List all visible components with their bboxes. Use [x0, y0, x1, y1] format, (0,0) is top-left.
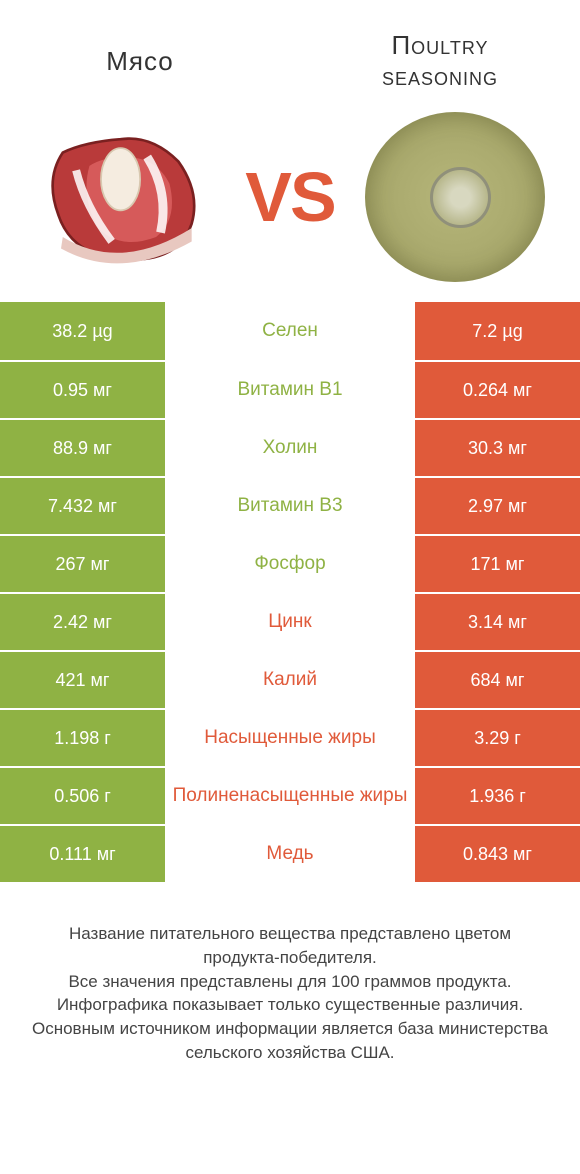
- right-value: 3.29 г: [415, 710, 580, 766]
- nutrient-name: Селен: [165, 302, 415, 360]
- left-value: 88.9 мг: [0, 420, 165, 476]
- nutrient-name: Медь: [165, 826, 415, 882]
- left-value: 38.2 µg: [0, 302, 165, 360]
- left-value: 0.95 мг: [0, 362, 165, 418]
- comparison-table: 38.2 µgСелен7.2 µg0.95 мгВитамин B10.264…: [0, 302, 580, 882]
- nutrient-name: Витамин B3: [165, 478, 415, 534]
- right-value: 684 мг: [415, 652, 580, 708]
- images-row: VS: [0, 102, 580, 302]
- right-value: 0.843 мг: [415, 826, 580, 882]
- left-value: 421 мг: [0, 652, 165, 708]
- meat-icon: [30, 107, 220, 287]
- right-value: 0.264 мг: [415, 362, 580, 418]
- nutrient-name: Насыщенные жиры: [165, 710, 415, 766]
- vs-label: VS: [245, 157, 334, 237]
- table-row: 88.9 мгХолин30.3 мг: [0, 418, 580, 476]
- table-row: 0.111 мгМедь0.843 мг: [0, 824, 580, 882]
- footer-line: Название питательного вещества представл…: [30, 922, 550, 970]
- nutrient-name: Калий: [165, 652, 415, 708]
- table-row: 0.506 гПолиненасыщенные жиры1.936 г: [0, 766, 580, 824]
- right-product-title: Пoultry seasoning: [340, 30, 540, 92]
- left-value: 0.111 мг: [0, 826, 165, 882]
- table-row: 421 мгКалий684 мг: [0, 650, 580, 708]
- footer-line: Все значения представлены для 100 граммо…: [30, 970, 550, 994]
- table-row: 7.432 мгВитамин B32.97 мг: [0, 476, 580, 534]
- nutrient-name: Холин: [165, 420, 415, 476]
- left-product-title: Мясо: [40, 46, 240, 77]
- header: Мясо Пoultry seasoning: [0, 0, 580, 102]
- table-row: 2.42 мгЦинк3.14 мг: [0, 592, 580, 650]
- left-value: 2.42 мг: [0, 594, 165, 650]
- right-value: 1.936 г: [415, 768, 580, 824]
- nutrient-name: Фосфор: [165, 536, 415, 592]
- right-value: 3.14 мг: [415, 594, 580, 650]
- nutrient-name: Полиненасыщенные жиры: [165, 768, 415, 824]
- footer-line: Основным источником информации является …: [30, 1017, 550, 1065]
- footer-notes: Название питательного вещества представл…: [0, 882, 580, 1065]
- left-value: 7.432 мг: [0, 478, 165, 534]
- footer-line: Инфографика показывает только существенн…: [30, 993, 550, 1017]
- right-value: 2.97 мг: [415, 478, 580, 534]
- right-value: 30.3 мг: [415, 420, 580, 476]
- nutrient-name: Цинк: [165, 594, 415, 650]
- seasoning-icon: [360, 107, 550, 287]
- table-row: 38.2 µgСелен7.2 µg: [0, 302, 580, 360]
- right-value: 7.2 µg: [415, 302, 580, 360]
- nutrient-name: Витамин B1: [165, 362, 415, 418]
- left-value: 267 мг: [0, 536, 165, 592]
- table-row: 1.198 гНасыщенные жиры3.29 г: [0, 708, 580, 766]
- table-row: 267 мгФосфор171 мг: [0, 534, 580, 592]
- left-value: 1.198 г: [0, 710, 165, 766]
- right-value: 171 мг: [415, 536, 580, 592]
- table-row: 0.95 мгВитамин B10.264 мг: [0, 360, 580, 418]
- left-value: 0.506 г: [0, 768, 165, 824]
